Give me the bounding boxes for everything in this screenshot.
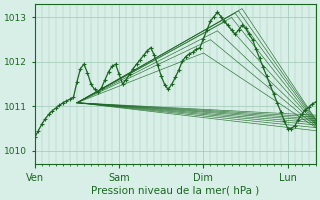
X-axis label: Pression niveau de la mer( hPa ): Pression niveau de la mer( hPa ): [91, 186, 260, 196]
